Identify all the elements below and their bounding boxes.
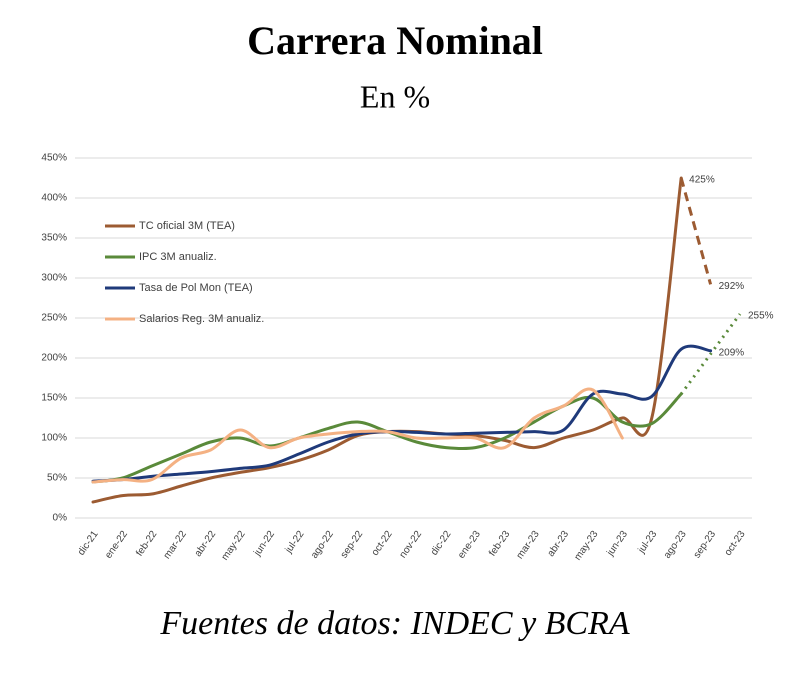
value-label: 209% xyxy=(719,347,745,358)
series-line xyxy=(91,387,624,484)
x-tick-label: oct-23 xyxy=(723,529,748,558)
y-tick-label: 400% xyxy=(41,193,67,204)
x-tick-label: may-22 xyxy=(220,529,248,563)
series-projection xyxy=(679,177,713,285)
y-tick-label: 200% xyxy=(41,353,67,364)
x-tick-label: oct-22 xyxy=(370,529,395,558)
x-tick-label: may-23 xyxy=(572,529,600,563)
value-label: 425% xyxy=(689,175,715,186)
x-tick-label: ene-23 xyxy=(456,529,483,561)
x-tick-label: feb-23 xyxy=(487,529,513,559)
value-label: 292% xyxy=(719,281,745,292)
x-tick-label: feb-22 xyxy=(134,529,160,559)
y-tick-label: 350% xyxy=(41,233,67,244)
series-line xyxy=(91,344,713,483)
x-tick-label: sep-23 xyxy=(692,529,719,561)
y-tick-label: 100% xyxy=(41,433,67,444)
x-tick-label: ago-22 xyxy=(309,529,336,561)
legend-label: Tasa de Pol Mon (TEA) xyxy=(139,282,253,294)
y-tick-label: 150% xyxy=(41,393,67,404)
x-tick-label: sep-22 xyxy=(339,529,366,561)
chart-title: Carrera Nominal xyxy=(247,18,543,63)
x-tick-label: abr-22 xyxy=(193,529,219,559)
x-tick-label: dic-22 xyxy=(429,529,454,558)
footer: Fuentes de datos: INDEC y BCRA xyxy=(159,605,630,642)
x-tick-label: jun-23 xyxy=(604,529,630,559)
legend-label: TC oficial 3M (TEA) xyxy=(139,220,235,232)
x-tick-label: jul-23 xyxy=(636,529,660,557)
series-projection xyxy=(679,313,742,395)
legend-label: Salarios Reg. 3M anualiz. xyxy=(139,313,264,325)
y-tick-label: 50% xyxy=(47,473,67,484)
x-tick-label: ago-23 xyxy=(662,529,689,561)
x-tick-label: ene-22 xyxy=(103,529,130,561)
y-tick-label: 250% xyxy=(41,313,67,324)
chart-subtitle: En % xyxy=(360,78,430,114)
y-tick-label: 0% xyxy=(53,513,68,524)
y-tick-label: 450% xyxy=(41,153,67,164)
x-tick-label: nov-22 xyxy=(398,529,425,561)
y-tick-label: 300% xyxy=(41,273,67,284)
x-tick-label: mar-23 xyxy=(515,529,542,562)
x-tick-label: abr-23 xyxy=(546,529,572,559)
x-tick-label: jul-22 xyxy=(283,529,307,557)
x-tick-label: dic-21 xyxy=(76,529,101,558)
legend-label: IPC 3M anualiz. xyxy=(139,251,217,263)
x-tick-label: mar-22 xyxy=(162,529,189,562)
value-label: 255% xyxy=(748,311,774,322)
x-tick-label: jun-22 xyxy=(252,529,278,559)
